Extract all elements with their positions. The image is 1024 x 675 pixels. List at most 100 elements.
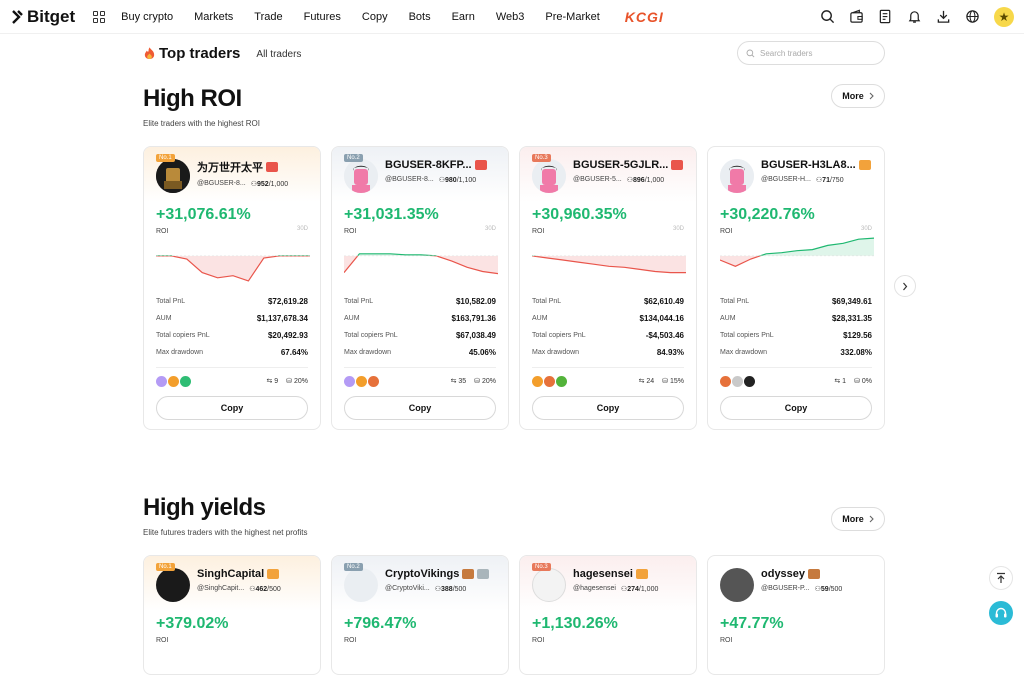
trader-card[interactable]: No.1 为万世开太平 @BGUSER-8... ⚇952/1,000 +31,… xyxy=(143,146,321,430)
trader-name[interactable]: 为万世开太平 xyxy=(197,162,263,174)
copiers-current: 388 xyxy=(441,586,453,593)
trader-card-footer: ⇆ 1 ⛁ 0% xyxy=(708,368,884,394)
crown-badge-icon xyxy=(671,160,684,170)
bitget-logo[interactable]: Bitget xyxy=(10,7,75,27)
copy-button[interactable]: Copy xyxy=(720,396,872,420)
trader-handle: @SinghCapit... xyxy=(197,585,245,592)
trader-name[interactable]: odyssey xyxy=(761,568,806,580)
total-pnl-value: $69,349.61 xyxy=(831,297,872,306)
trader-card-header: BGUSER-H3LA8... @BGUSER-H... ⚇71/750 xyxy=(708,147,884,202)
roi-label: ROI xyxy=(532,228,545,235)
trader-card[interactable]: No.2 CryptoVikings @CryptoViki... ⚇388/5… xyxy=(331,555,509,675)
trader-name[interactable]: BGUSER-H3LA8... xyxy=(761,159,856,171)
search-icon[interactable] xyxy=(820,9,835,24)
trader-card[interactable]: No.1 SinghCapital @SinghCapit... ⚇462/50… xyxy=(143,555,321,675)
page-title: Top traders xyxy=(159,44,241,62)
roi-sparkline: 30D xyxy=(720,226,874,283)
back-to-top-button[interactable] xyxy=(989,566,1013,590)
nav-bots[interactable]: Bots xyxy=(408,10,431,23)
trader-avatar[interactable] xyxy=(344,159,378,193)
trader-card[interactable]: odyssey @BGUSER-P... ⚇59/500 +47.77% ROI xyxy=(707,555,885,675)
trader-name[interactable]: BGUSER-5GJLR... xyxy=(573,159,669,171)
trader-avatar[interactable] xyxy=(532,159,566,193)
trader-handle: @BGUSER-8... xyxy=(385,176,434,183)
period-label: 30D xyxy=(860,226,872,232)
trader-avatar[interactable] xyxy=(156,568,190,602)
trader-name[interactable]: CryptoVikings xyxy=(385,568,460,580)
trader-name[interactable]: BGUSER-8KFP... xyxy=(385,159,472,171)
trader-stats: Total PnL $10,582.09 AUM $163,791.36 Total… xyxy=(332,293,508,361)
copier-count: ⚇980/1,100 xyxy=(439,176,476,184)
trader-avatar[interactable] xyxy=(156,159,190,193)
notification-bell-icon[interactable] xyxy=(907,9,922,24)
copy-button[interactable]: Copy xyxy=(344,396,496,420)
high-yields-cards: No.1 SinghCapital @SinghCapit... ⚇462/50… xyxy=(143,555,885,675)
nav-earn[interactable]: Earn xyxy=(451,10,475,23)
carousel-next-button[interactable] xyxy=(894,275,916,297)
max-drawdown-label: Max drawdown xyxy=(720,349,768,356)
users-icon: ⚇ xyxy=(249,586,256,593)
chevron-right-icon xyxy=(869,92,874,100)
trader-avatar[interactable] xyxy=(532,568,566,602)
tab-all-traders[interactable]: All traders xyxy=(256,49,302,60)
trader-card[interactable]: No.2 BGUSER-8KFP... @BGUSER-8... ⚇980/1,… xyxy=(331,146,509,430)
high-yields-more-button[interactable]: More xyxy=(831,507,885,531)
coin-icon xyxy=(356,375,367,387)
nav-buy-crypto[interactable]: Buy crypto xyxy=(121,10,174,23)
customer-support-button[interactable] xyxy=(989,601,1013,625)
share-value: 20% xyxy=(481,378,496,385)
roi-label: ROI xyxy=(720,637,733,644)
copiers-pnl-value: $67,038.49 xyxy=(455,331,496,340)
max-drawdown-label: Max drawdown xyxy=(156,349,204,356)
trader-name[interactable]: SinghCapital xyxy=(197,568,265,580)
user-avatar-icon[interactable]: ★ xyxy=(994,6,1014,27)
copy-button[interactable]: Copy xyxy=(532,396,684,420)
nav-markets[interactable]: Markets xyxy=(194,10,234,23)
roi-value: +31,031.35% xyxy=(344,206,439,223)
nav-futures[interactable]: Futures xyxy=(303,10,341,23)
trader-avatar[interactable] xyxy=(720,159,754,193)
copier-count: ⚇952/1,000 xyxy=(251,180,288,188)
globe-language-icon[interactable] xyxy=(965,9,980,24)
trader-handle: @BGUSER-8... xyxy=(197,180,246,187)
traded-coins xyxy=(720,375,755,387)
trader-avatar[interactable] xyxy=(720,568,754,602)
nav-pre-market[interactable]: Pre-Market xyxy=(545,10,600,23)
high-roi-more-button[interactable]: More xyxy=(831,84,885,108)
orders-icon[interactable] xyxy=(878,9,893,24)
trader-handle: @hagesensei xyxy=(573,585,616,592)
top-traders-bar: Top traders All traders Search traders xyxy=(143,34,885,72)
copiers-max: /1,000 xyxy=(644,177,665,184)
nav-web3[interactable]: Web3 xyxy=(495,10,525,23)
copiers-max: /750 xyxy=(829,177,844,184)
copiers-current: 462 xyxy=(255,586,268,593)
trader-card[interactable]: No.3 hagesensei @hagesensei ⚇274/1,000 +… xyxy=(519,555,697,675)
trader-card[interactable]: No.3 BGUSER-5GJLR... @BGUSER-5... ⚇896/1… xyxy=(519,146,697,430)
traded-coins xyxy=(156,375,191,387)
trader-stats: Total PnL $62,610.49 AUM $134,044.16 Total… xyxy=(520,293,696,361)
wallet-icon[interactable] xyxy=(849,9,864,24)
search-traders-input[interactable]: Search traders xyxy=(737,41,885,65)
divider xyxy=(344,367,496,368)
copy-button[interactable]: Copy xyxy=(156,396,308,420)
roi-value: +30,960.35% xyxy=(532,206,627,223)
trader-card-header: odyssey @BGUSER-P... ⚇59/500 xyxy=(708,556,884,611)
trader-card-header: No.3 hagesensei @hagesensei ⚇274/1,000 xyxy=(520,556,696,611)
download-icon[interactable] xyxy=(936,9,951,24)
divider xyxy=(720,367,872,368)
apps-grid-icon[interactable] xyxy=(93,10,106,23)
kcgi-promo-logo[interactable]: KCGI xyxy=(624,8,664,25)
trader-name[interactable]: hagesensei xyxy=(573,568,633,580)
trades-value: 24 xyxy=(646,378,655,385)
copiers-current: 980 xyxy=(445,177,457,184)
coin-icon xyxy=(368,375,379,387)
nav-trade[interactable]: Trade xyxy=(254,10,283,23)
high-roi-title: High ROI xyxy=(143,85,242,112)
trader-avatar[interactable] xyxy=(344,568,378,602)
roi-area-dn xyxy=(720,255,874,267)
roi-line-up xyxy=(356,253,439,256)
period-label: 30D xyxy=(296,226,308,232)
trader-card[interactable]: BGUSER-H3LA8... @BGUSER-H... ⚇71/750 +30… xyxy=(707,146,885,430)
nav-copy[interactable]: Copy xyxy=(361,10,388,23)
roi-area-up xyxy=(760,238,874,256)
